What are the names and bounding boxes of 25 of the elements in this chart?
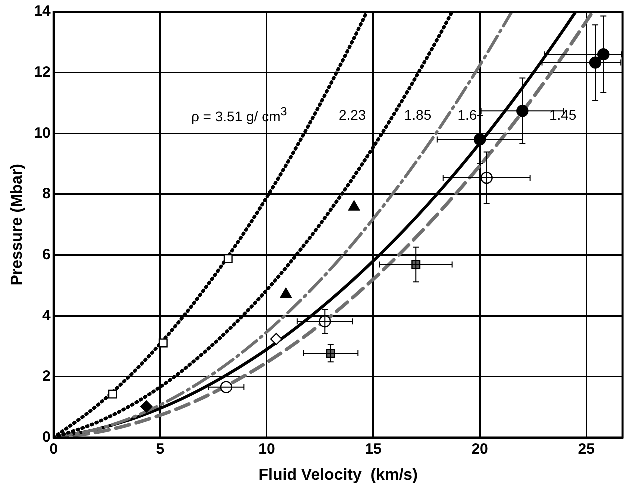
point bbox=[270, 333, 283, 346]
point bbox=[140, 400, 153, 413]
y-tick-label: 8 bbox=[42, 186, 51, 203]
x-axis-title: Fluid Velocity (km/s) bbox=[258, 466, 418, 484]
annotation: 1.6 bbox=[458, 107, 478, 124]
y-tick-label: 2 bbox=[42, 368, 51, 386]
point bbox=[280, 288, 292, 298]
annotation: 1.85 bbox=[404, 107, 432, 124]
x-tick-label: 25 bbox=[578, 440, 595, 458]
y-tick-label: 12 bbox=[34, 64, 51, 81]
y-tick-label: 6 bbox=[42, 246, 51, 264]
y-tick-label: 4 bbox=[42, 307, 52, 324]
point bbox=[108, 390, 118, 399]
annotation: 1.45 bbox=[549, 107, 577, 124]
x-tick-label: 5 bbox=[156, 440, 165, 458]
point bbox=[158, 338, 168, 348]
y-tick-label: 0 bbox=[42, 428, 51, 446]
y-tick-label: 10 bbox=[34, 124, 51, 142]
annotation: 2.23 bbox=[338, 107, 366, 124]
x-tick-label: 10 bbox=[258, 440, 276, 458]
point bbox=[348, 200, 360, 211]
y-tick-label: 14 bbox=[34, 3, 52, 20]
y-axis-title: Pressure (Mbar) bbox=[9, 164, 26, 286]
x-tick-label: 15 bbox=[365, 440, 382, 458]
x-tick-label: 20 bbox=[472, 440, 488, 458]
